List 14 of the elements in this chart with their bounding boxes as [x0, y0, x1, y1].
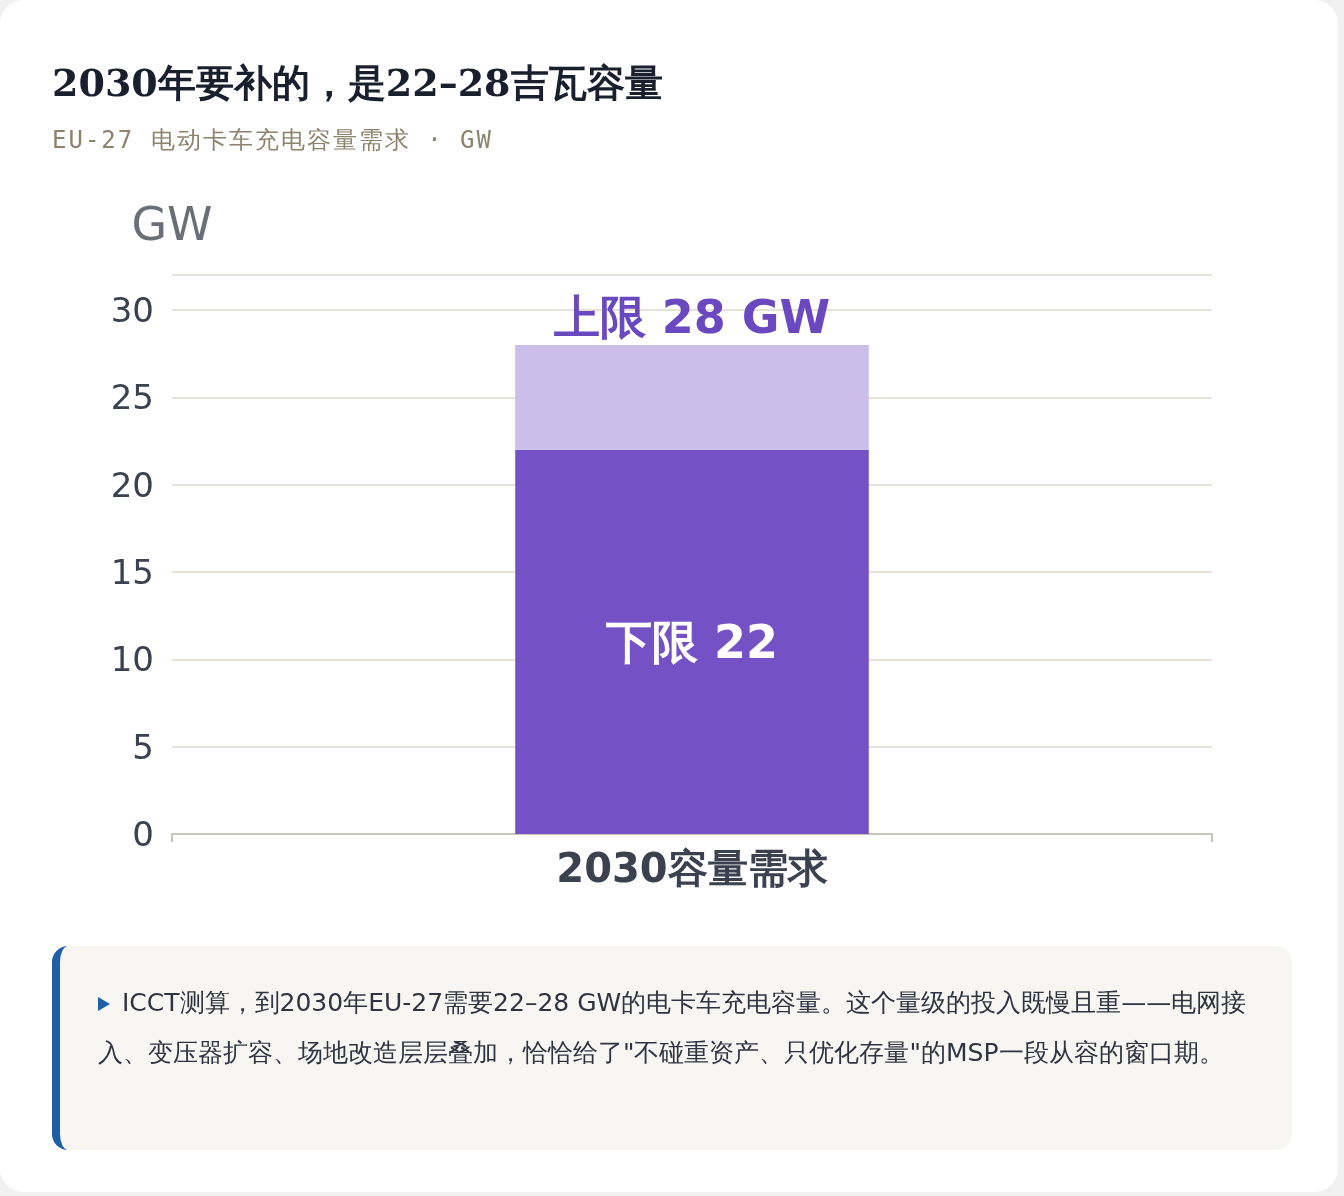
y-tick-label: 15: [110, 551, 154, 592]
chart-subtitle: EU-27 电动卡车充电容量需求 · GW: [52, 125, 493, 156]
y-tick-label: 5: [132, 726, 154, 767]
x-tick-label: 2030容量需求: [556, 845, 828, 891]
data-label: 上限 28 GW: [553, 289, 831, 344]
chart-title: 2030年要补的，是22–28吉瓦容量: [52, 59, 663, 107]
y-tick-label: 20: [110, 464, 154, 505]
y-tick-label: 0: [132, 814, 154, 854]
y-tick-label: 30: [110, 289, 154, 330]
y-axis-title: GW: [131, 197, 213, 251]
y-tick-label: 10: [110, 639, 154, 680]
text: ICCT测算，到2030年EU-27需要22–28 GW的电卡车充电容量。这个量级的投入既慢且重——电网接入、变压器扩容、场地改造层层叠加，恰恰给了"不碰重资产、只优化存量"的MSP一段从容的窗口期。: [98, 988, 1247, 1067]
y-tick-label: 25: [110, 377, 154, 418]
data-label: 下限 22: [605, 614, 779, 669]
